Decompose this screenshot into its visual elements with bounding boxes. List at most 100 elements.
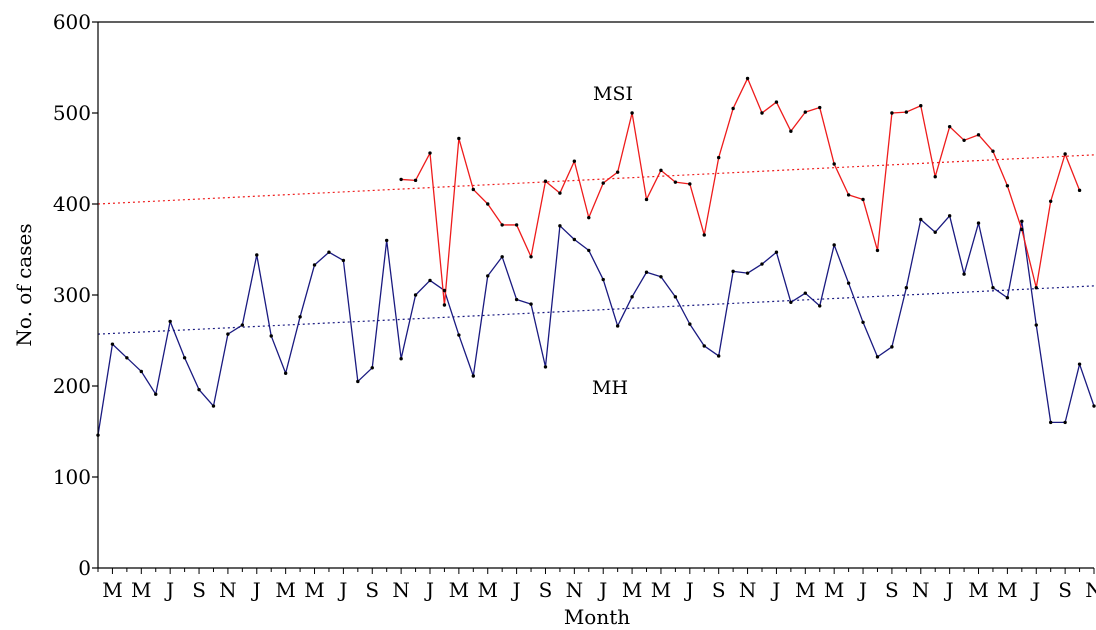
data-point-msi (890, 111, 894, 115)
x-tick-label: S (365, 578, 379, 602)
data-point-mh (991, 286, 995, 290)
data-point-msi (832, 162, 836, 166)
data-point-msi (1077, 188, 1082, 193)
data-point-mh (500, 255, 504, 259)
data-point-msi (413, 178, 418, 183)
data-point-msi (991, 149, 995, 153)
data-point-msi (601, 181, 605, 185)
data-point-msi (673, 180, 678, 184)
x-tick-label: M (795, 578, 815, 602)
data-point-msi (731, 106, 735, 111)
data-point-mh (269, 334, 273, 338)
data-point-mh (1005, 296, 1010, 300)
data-point-msi (688, 182, 692, 186)
x-tick-label: J (1030, 578, 1040, 602)
x-tick-label: N (392, 578, 410, 602)
data-point-mh (976, 221, 981, 225)
data-point-mh (457, 333, 461, 337)
data-point-msi (399, 177, 403, 182)
data-point-mh (716, 354, 721, 358)
data-point-msi (543, 179, 548, 183)
data-point-msi (1063, 152, 1067, 156)
x-tick-label: M (968, 578, 988, 602)
x-tick-label: M (824, 578, 844, 602)
data-point-msi (486, 202, 490, 206)
data-point-msi (702, 233, 706, 237)
y-tick-label: 300 (53, 283, 91, 307)
data-point-mh (1092, 404, 1096, 408)
data-point-msi (471, 187, 476, 192)
data-point-mh (298, 315, 302, 319)
x-tick-label: M (477, 578, 497, 602)
data-point-mh (197, 387, 201, 392)
x-tick-label: J (684, 578, 694, 602)
data-point-msi (615, 170, 620, 174)
y-axis-ticks: 0 100 200 300 400 500 600 (53, 10, 98, 580)
y-tick-label: 200 (53, 374, 91, 398)
data-point-msi (919, 104, 923, 108)
data-point-mh (630, 295, 634, 299)
series-line-mh (97, 215, 1095, 436)
data-point-msi (976, 133, 981, 137)
data-point-msi (659, 168, 663, 173)
x-tick-label: J (164, 578, 174, 602)
data-point-mh (399, 357, 403, 361)
y-tick-label: 600 (53, 10, 91, 34)
y-axis-title: No. of cases (12, 223, 36, 346)
y-tick-label: 100 (53, 465, 91, 489)
data-point-mh (688, 322, 692, 326)
x-tick-label: J (337, 578, 347, 602)
data-point-mh (702, 344, 706, 348)
data-point-mh (890, 345, 894, 349)
data-point-mh (673, 295, 678, 299)
x-axis-title: Month (564, 605, 630, 629)
data-point-msi (1048, 199, 1053, 203)
data-point-msi (875, 248, 880, 253)
data-point-msi (745, 76, 750, 81)
x-tick-label: J (857, 578, 867, 602)
x-tick-label: J (424, 578, 434, 602)
data-point-mh (471, 374, 476, 378)
data-point-msi (774, 100, 779, 104)
data-point-mh (370, 366, 374, 370)
data-point-msi (644, 197, 649, 202)
x-tick-label: J (511, 578, 521, 602)
data-point-mh (760, 262, 764, 266)
x-tick-label: J (597, 578, 607, 602)
data-point-mh (529, 302, 533, 306)
x-tick-label: M (449, 578, 469, 602)
data-point-msi (933, 175, 937, 179)
data-point-mh (875, 355, 880, 359)
data-point-mh (904, 286, 909, 290)
x-tick-label: J (770, 578, 780, 602)
series-label-msi: MSI (593, 83, 633, 105)
x-tick-label: S (885, 578, 899, 602)
data-point-msi (630, 111, 634, 115)
data-point-mh (356, 379, 360, 384)
data-point-mh (240, 323, 245, 327)
data-point-mh (327, 250, 331, 254)
data-point-mh (125, 356, 129, 360)
data-point-mh (947, 214, 952, 218)
data-point-msi (1005, 184, 1010, 188)
data-point-mh (644, 270, 649, 274)
data-point-msi (861, 197, 865, 202)
trend-line-mh (97, 285, 1095, 335)
data-point-mh (110, 342, 115, 346)
data-point-mh (615, 324, 620, 328)
data-point-mh (384, 238, 389, 243)
data-point-mh (428, 278, 432, 283)
data-point-msi (442, 303, 447, 307)
data-point-mh (919, 217, 923, 222)
data-point-msi (760, 111, 764, 115)
data-point-mh (514, 297, 519, 302)
data-point-msi (1034, 286, 1038, 290)
data-point-msi (558, 191, 562, 195)
data-point-msi (818, 105, 822, 110)
data-point-mh (1048, 420, 1053, 425)
data-point-msi (500, 223, 504, 227)
data-point-mh (442, 288, 447, 293)
data-point-mh (341, 258, 346, 263)
